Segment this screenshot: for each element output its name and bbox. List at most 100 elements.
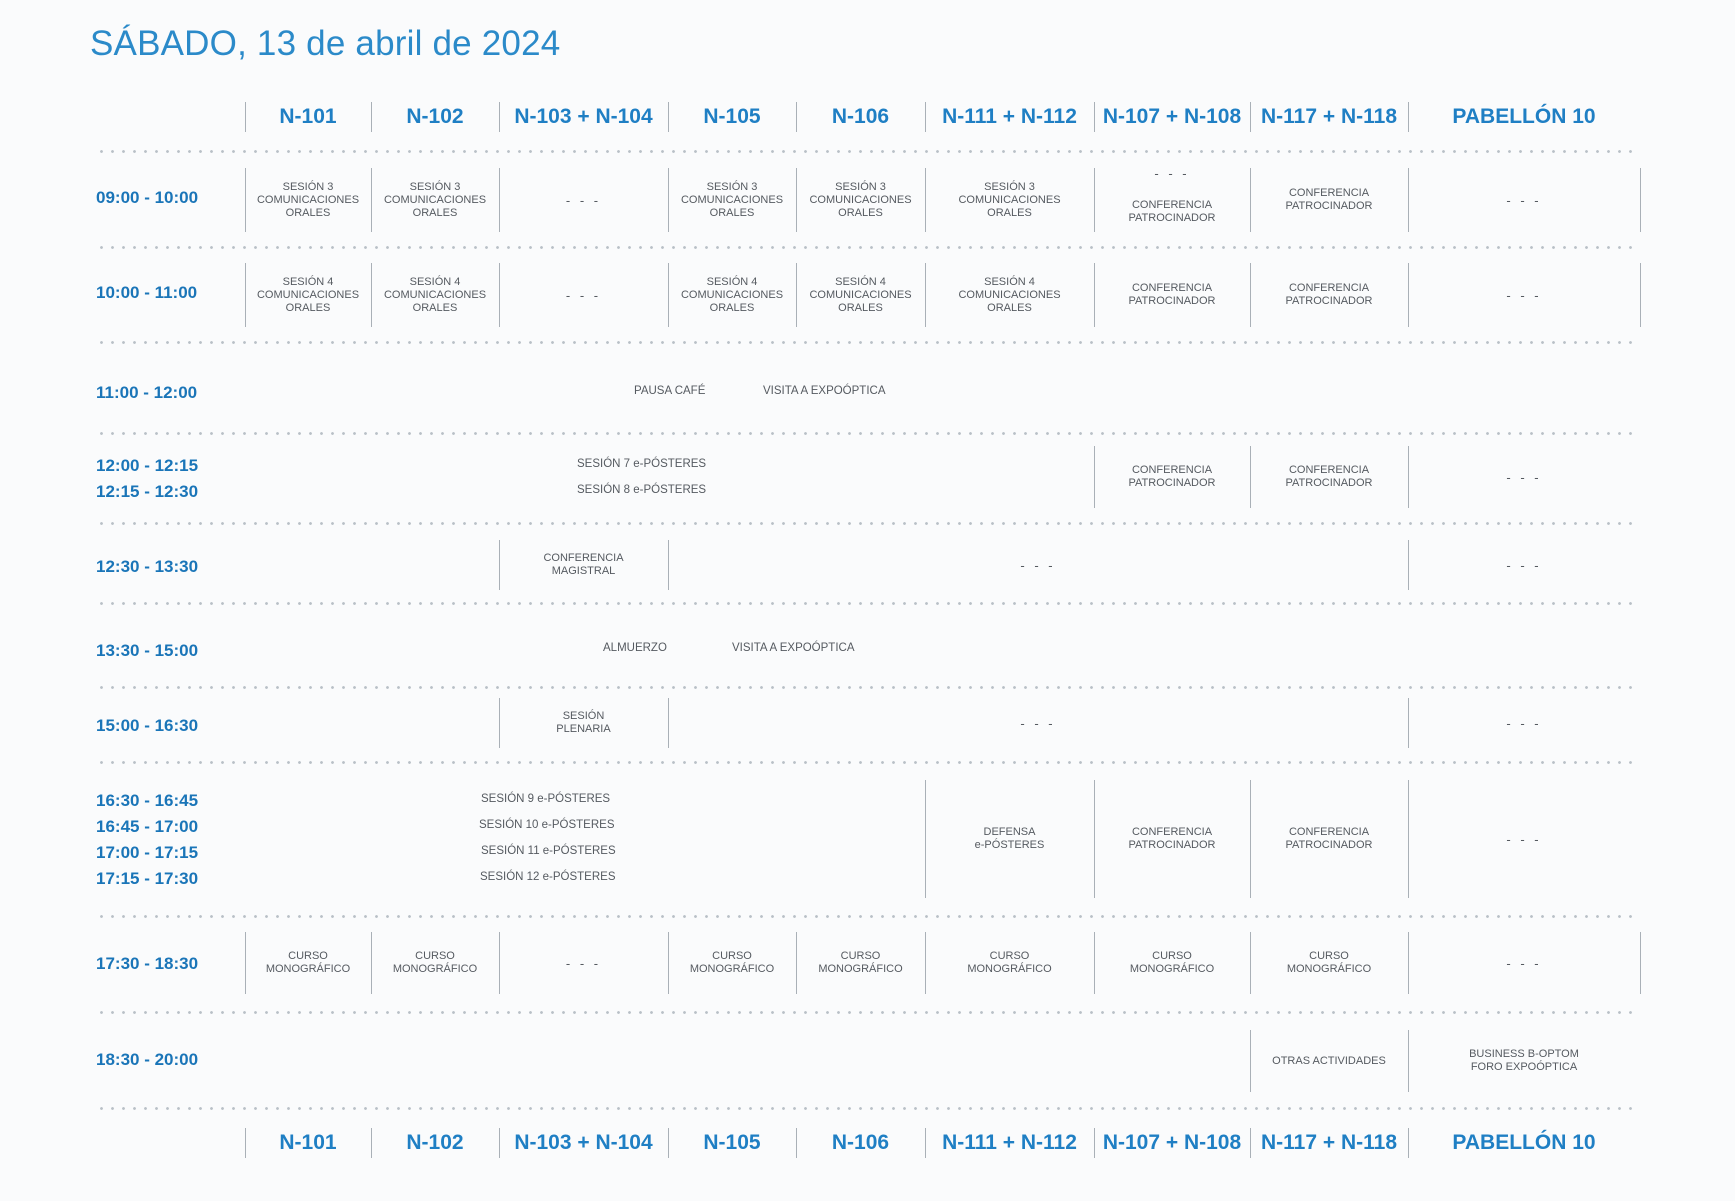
column-divider	[1094, 168, 1095, 232]
column-divider	[245, 932, 246, 994]
session-cell: SESIÓN 4 COMUNICACIONES ORALES	[383, 275, 487, 314]
column-divider	[1408, 1030, 1409, 1092]
dotted-row-divider	[96, 1011, 1638, 1014]
footer-header-room-7: N-107 + N-108	[1102, 1131, 1242, 1154]
time-slot-0900: 09:00 - 10:00	[96, 188, 199, 207]
time-slot-1100: 11:00 - 12:00	[96, 383, 198, 402]
dotted-row-divider	[96, 522, 1638, 525]
footer-header-divider	[796, 1128, 797, 1158]
keynote-cell: CONFERENCIA MAGISTRAL	[543, 552, 624, 577]
column-divider	[1408, 540, 1409, 590]
column-divider	[499, 168, 500, 232]
column-divider	[1250, 168, 1251, 232]
empty-cell: - - -	[1506, 715, 1542, 731]
footer-header-room-2: N-102	[406, 1131, 464, 1154]
empty-cell: - - -	[1506, 831, 1542, 847]
sponsor-conference-cell: CONFERENCIA PATROCINADOR	[1128, 826, 1216, 851]
session-cell: SESIÓN 4 COMUNICACIONES ORALES	[958, 275, 1061, 314]
column-divider	[668, 168, 669, 232]
column-divider	[1250, 263, 1251, 327]
column-divider	[1094, 263, 1095, 327]
column-divider	[1640, 168, 1641, 232]
header-room-5: N-106	[831, 105, 890, 128]
column-divider	[1408, 263, 1409, 327]
header-divider	[796, 102, 797, 132]
session-cell: SESIÓN 4 COMUNICACIONES ORALES	[680, 275, 784, 314]
time-slot-sub: 17:15 - 17:30	[96, 869, 199, 888]
business-forum-cell: BUSINESS B-OPTOM FORO EXPOÓPTICA	[1469, 1048, 1579, 1073]
session-cell: SESIÓN 4 COMUNICACIONES ORALES	[256, 275, 360, 314]
column-divider	[796, 932, 797, 994]
time-slot-1215: 12:15 - 12:30	[96, 482, 199, 501]
eposter-session-label: SESIÓN 8 e-PÓSTERES	[577, 484, 707, 496]
column-divider	[668, 263, 669, 327]
column-divider	[1094, 780, 1095, 898]
session-cell: SESIÓN 3 COMUNICACIONES ORALES	[809, 180, 912, 219]
footer-header-room-8: N-117 + N-118	[1260, 1131, 1397, 1154]
column-divider	[1408, 698, 1409, 748]
page-title: SÁBADO, 13 de abril de 2024	[90, 24, 561, 63]
time-slot-1200: 12:00 - 12:15	[96, 456, 199, 475]
dotted-row-divider	[96, 602, 1638, 605]
dotted-row-divider	[96, 761, 1638, 764]
empty-cell: - - -	[1506, 287, 1542, 303]
session-cell: SESIÓN 4 COMUNICACIONES ORALES	[809, 275, 912, 314]
footer-header-divider	[1408, 1128, 1409, 1158]
header-room-8: N-117 + N-118	[1260, 105, 1397, 128]
column-divider	[1250, 1030, 1251, 1092]
footer-header-room-1: N-101	[279, 1131, 337, 1154]
time-slot-sub: 16:45 - 17:00	[96, 817, 199, 836]
time-slot-1830: 18:30 - 20:00	[96, 1050, 199, 1069]
eposter-session-label: SESIÓN 10 e-PÓSTERES	[479, 819, 615, 831]
monographic-course-cell: CURSO MONOGRÁFICO	[967, 950, 1052, 975]
footer-header-divider	[371, 1128, 372, 1158]
empty-cell: - - -	[565, 287, 602, 303]
header-divider	[668, 102, 669, 132]
session-cell: SESIÓN 3 COMUNICACIONES ORALES	[680, 180, 784, 219]
header-divider	[245, 102, 246, 132]
column-divider	[796, 263, 797, 327]
footer-header-divider	[668, 1128, 669, 1158]
header-divider	[1408, 102, 1409, 132]
monographic-course-cell: CURSO MONOGRÁFICO	[392, 950, 478, 975]
empty-cell: - - -	[1020, 715, 1056, 731]
monographic-course-cell: CURSO MONOGRÁFICO	[818, 950, 903, 975]
empty-cell: - - -	[565, 192, 602, 208]
header-room-9: PABELLÓN 10	[1452, 105, 1596, 128]
monographic-course-cell: CURSO MONOGRÁFICO	[689, 950, 775, 975]
column-divider	[245, 168, 246, 232]
empty-cell: - - -	[1506, 469, 1542, 485]
time-slot-1230: 12:30 - 13:30	[96, 557, 199, 576]
dotted-row-divider	[96, 432, 1638, 435]
sponsor-conference-cell: CONFERENCIA PATROCINADOR	[1128, 464, 1216, 489]
header-divider	[1094, 102, 1095, 132]
sponsor-conference-cell: CONFERENCIA PATROCINADOR	[1285, 282, 1373, 307]
monographic-course-cell: CURSO MONOGRÁFICO	[1286, 950, 1372, 975]
column-divider	[245, 263, 246, 327]
header-divider	[1250, 102, 1251, 132]
column-divider	[668, 932, 669, 994]
column-divider	[1408, 780, 1409, 898]
column-divider	[1094, 932, 1095, 994]
empty-cell: - - -	[1020, 557, 1056, 573]
column-divider	[1640, 263, 1641, 327]
header-room-4: N-105	[703, 105, 761, 128]
dotted-row-divider	[96, 686, 1638, 689]
column-divider	[796, 168, 797, 232]
sponsor-conference-cell: CONFERENCIA PATROCINADOR	[1285, 826, 1373, 851]
column-divider	[371, 932, 372, 994]
session-cell: SESIÓN 3 COMUNICACIONES ORALES	[383, 180, 487, 219]
lunch-label: ALMUERZO	[603, 642, 667, 654]
empty-cell: - - -	[1506, 955, 1542, 971]
footer-header-room-4: N-105	[703, 1131, 761, 1154]
header-divider	[925, 102, 926, 132]
column-divider	[1408, 446, 1409, 508]
column-divider	[925, 780, 926, 898]
dotted-row-divider	[96, 341, 1638, 344]
eposter-session-label: SESIÓN 12 e-PÓSTERES	[480, 871, 616, 883]
footer-header-divider	[925, 1128, 926, 1158]
header-room-7: N-107 + N-108	[1102, 105, 1242, 128]
footer-header-divider	[245, 1128, 246, 1158]
coffee-break-label: PAUSA CAFÉ	[634, 385, 706, 397]
footer-header-room-3: N-103 + N-104	[514, 1131, 653, 1154]
